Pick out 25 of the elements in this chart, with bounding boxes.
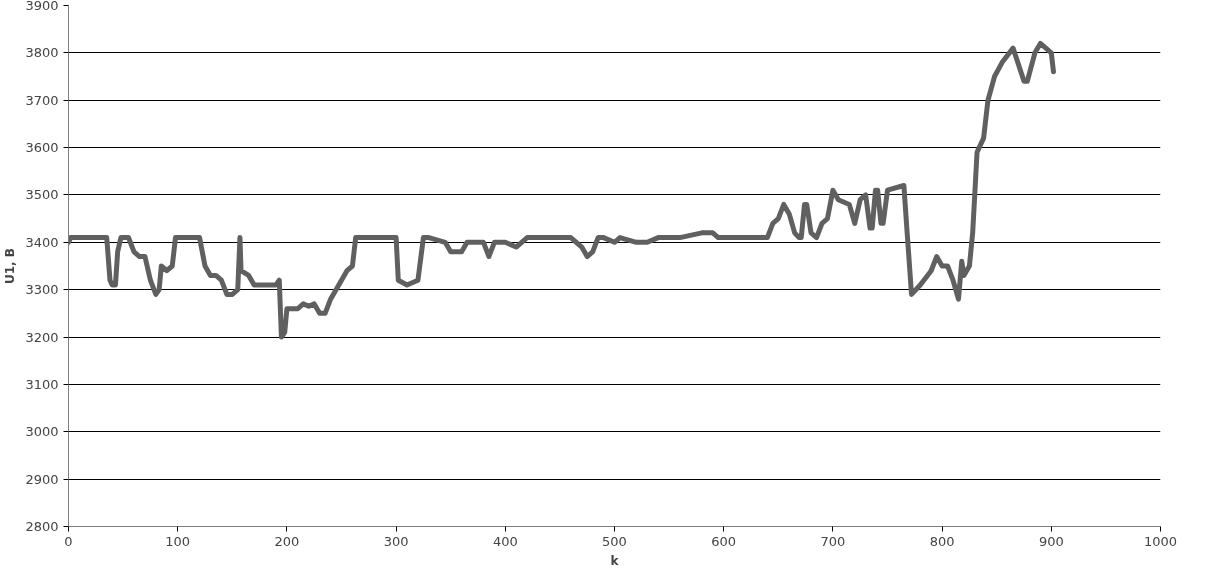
x-tick-label: 0 (64, 533, 73, 549)
y-tick-label: 2900 (25, 471, 59, 487)
x-tick-label: 200 (274, 533, 300, 549)
y-tick-label: 3100 (25, 376, 59, 392)
y-tick-label: 3700 (25, 92, 59, 108)
x-tick-label: 500 (602, 533, 627, 549)
x-tick-label: 1000 (1143, 533, 1178, 549)
y-tick-label: 2800 (25, 519, 59, 534)
y-tick-label: 3600 (25, 140, 59, 156)
x-axis-title: k (610, 553, 620, 568)
y-tick-label: 3300 (25, 282, 59, 298)
x-tick-label: 600 (711, 533, 737, 549)
y-tick-label: 3000 (25, 424, 59, 440)
x-tick-label: 100 (165, 533, 191, 549)
y-tick-label: 3900 (25, 0, 59, 13)
x-tick-label: 300 (383, 533, 409, 549)
y-tick-label: 3800 (25, 45, 59, 61)
x-tick-label: 400 (492, 533, 518, 549)
y-tick-label: 3200 (25, 329, 59, 345)
y-tick-label: 3500 (25, 187, 59, 203)
x-tick-label: 800 (929, 533, 955, 549)
y-tick-label: 3400 (25, 234, 59, 250)
x-tick-label: 900 (1038, 533, 1064, 549)
x-tick-label: 700 (820, 533, 846, 549)
y-axis-title: U1, B (3, 248, 18, 284)
